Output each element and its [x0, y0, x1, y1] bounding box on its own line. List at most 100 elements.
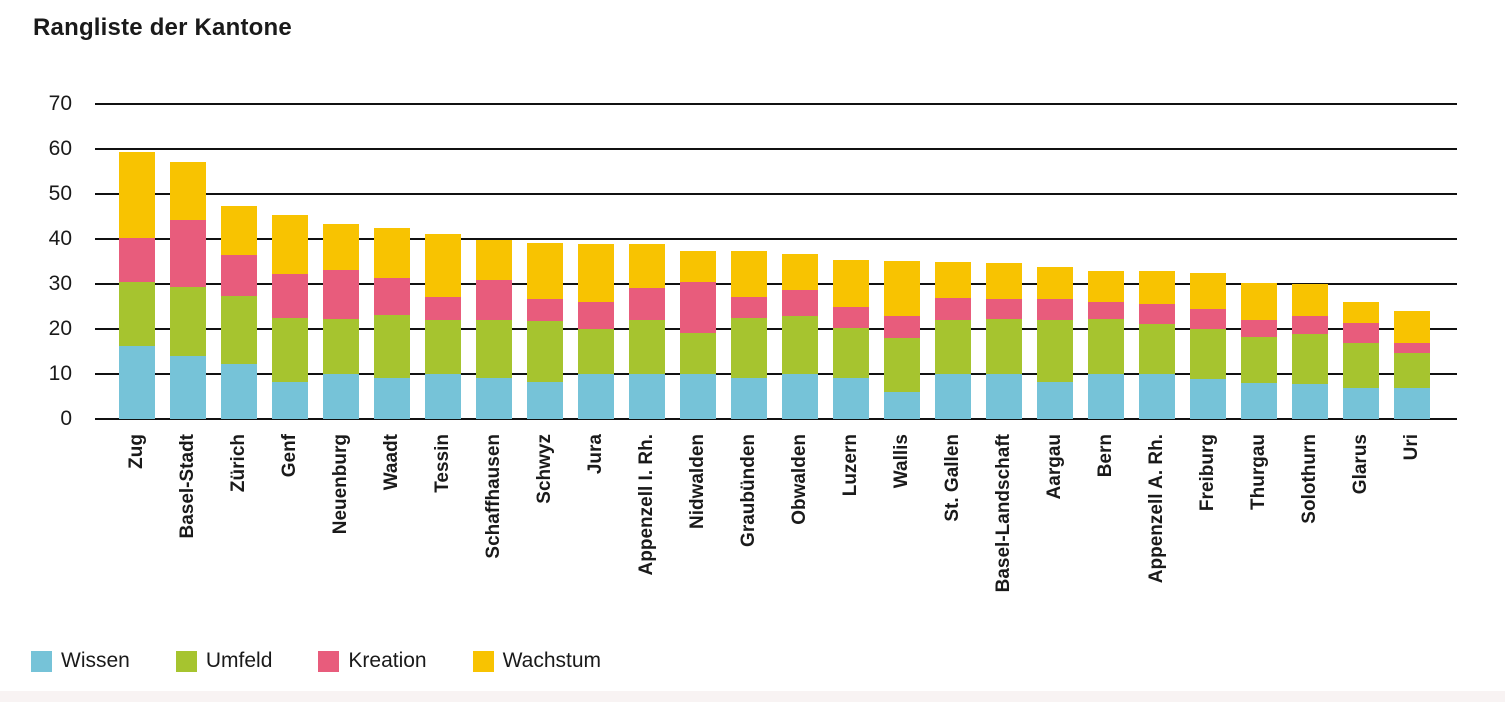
- bar-segment-wissen-Uri: [1394, 387, 1430, 419]
- bar-Bern: [1088, 270, 1124, 419]
- bar-segment-wachstum-Bern: [1088, 270, 1124, 302]
- x-axis-label-Genf: Genf: [279, 434, 300, 478]
- bar-segment-kreation-Bern: [1088, 301, 1124, 319]
- x-axis-label-Uri: Uri: [1401, 434, 1422, 461]
- bar-segment-wachstum-Basel-Stadt: [170, 161, 206, 220]
- bar-segment-wissen-Thurgau: [1241, 382, 1277, 419]
- bar-segment-wachstum-Solothurn: [1292, 284, 1328, 317]
- bar-Tessin: [425, 234, 461, 419]
- legend-label-kreation: Kreation: [348, 649, 427, 672]
- x-axis-label-Wallis: Wallis: [891, 434, 912, 489]
- x-axis-label-Freiburg: Freiburg: [1197, 434, 1218, 512]
- gridline-y-50: [95, 193, 1457, 195]
- bar-segment-wachstum-Waadt: [374, 228, 410, 279]
- bar-segment-wissen-Solothurn: [1292, 384, 1328, 419]
- bar-Luzern: [833, 259, 869, 419]
- bar-Aargau: [1037, 266, 1073, 419]
- bar-Uri: [1394, 310, 1430, 419]
- bar-segment-wachstum-Schwyz: [527, 242, 563, 299]
- bar-segment-umfeld-Uri: [1394, 352, 1430, 388]
- bar-segment-wachstum-Genf: [272, 215, 308, 274]
- bar-segment-wissen-Bern: [1088, 373, 1124, 419]
- legend-label-wachstum: Wachstum: [502, 649, 602, 672]
- bar-segment-wissen-Zug: [119, 345, 155, 419]
- legend-item-kreation: Kreation: [318, 649, 427, 673]
- x-axis-label-Zug: Zug: [126, 434, 147, 469]
- bar-segment-kreation-Freiburg: [1190, 308, 1226, 329]
- bar-segment-umfeld-Bern: [1088, 318, 1124, 374]
- bar-Zug: [119, 151, 155, 419]
- bar-segment-wissen-Neuenburg: [323, 374, 359, 419]
- wachstum-color-swatch: [472, 650, 494, 672]
- bar-segment-umfeld-Zürich: [221, 296, 257, 364]
- y-axis-tick-label-40: 40: [48, 227, 72, 250]
- x-axis-label-St. Gallen: St. Gallen: [942, 434, 963, 522]
- legend-item-umfeld: Umfeld: [175, 649, 272, 673]
- bar-Basel-Stadt: [170, 161, 206, 419]
- bar-segment-kreation-Solothurn: [1292, 316, 1328, 334]
- bar-segment-wachstum-Uri: [1394, 310, 1430, 343]
- bar-Glarus: [1343, 302, 1379, 419]
- legend-label-wissen: Wissen: [61, 649, 130, 672]
- x-axis-label-Graubünden: Graubünden: [738, 434, 759, 547]
- bar-segment-wachstum-Appenzell I. Rh.: [629, 243, 665, 289]
- bar-segment-wissen-Aargau: [1037, 382, 1073, 419]
- bar-segment-wissen-Appenzell I. Rh.: [629, 374, 665, 419]
- bar-segment-umfeld-Aargau: [1037, 320, 1073, 383]
- bar-segment-umfeld-Obwalden: [782, 315, 818, 374]
- x-axis-label-Glarus: Glarus: [1350, 434, 1371, 495]
- x-axis-label-Appenzell A. Rh.: Appenzell A. Rh.: [1146, 434, 1167, 584]
- y-axis-tick-label-50: 50: [48, 182, 72, 205]
- gridline-y-70: [95, 103, 1457, 105]
- bar-Thurgau: [1241, 282, 1277, 419]
- x-axis-label-Luzern: Luzern: [840, 434, 861, 497]
- bar-segment-wachstum-Neuenburg: [323, 224, 359, 271]
- bar-segment-umfeld-Basel-Stadt: [170, 287, 206, 356]
- bar-segment-wissen-Zürich: [221, 363, 257, 419]
- bar-Obwalden: [782, 253, 818, 419]
- y-axis-tick-label-60: 60: [48, 137, 72, 160]
- bar-Schaffhausen: [476, 240, 512, 419]
- bar-segment-wissen-Graubünden: [731, 378, 767, 419]
- bar-Nidwalden: [680, 250, 716, 419]
- x-axis-label-Appenzell I. Rh.: Appenzell I. Rh.: [636, 434, 657, 576]
- bar-segment-wissen-Obwalden: [782, 373, 818, 419]
- bar-segment-kreation-Tessin: [425, 297, 461, 320]
- bar-segment-wachstum-Thurgau: [1241, 282, 1277, 320]
- x-axis-label-Waadt: Waadt: [381, 434, 402, 491]
- bar-segment-umfeld-Basel-Landschaft: [986, 318, 1022, 374]
- bar-segment-umfeld-Neuenburg: [323, 319, 359, 375]
- bar-Basel-Landschaft: [986, 262, 1022, 419]
- bar-segment-wachstum-Zürich: [221, 206, 257, 256]
- bar-segment-umfeld-Schwyz: [527, 320, 563, 383]
- bar-segment-umfeld-Solothurn: [1292, 333, 1328, 385]
- bar-segment-kreation-Luzern: [833, 306, 869, 328]
- x-axis-label-Basel-Stadt: Basel-Stadt: [177, 434, 198, 539]
- bar-Graubünden: [731, 251, 767, 419]
- bar-segment-kreation-Obwalden: [782, 289, 818, 316]
- legend: Wissen Umfeld Kreation Wachstum: [31, 649, 601, 673]
- bar-segment-umfeld-Genf: [272, 318, 308, 383]
- bar-segment-kreation-Zürich: [221, 255, 257, 297]
- bar-segment-umfeld-Nidwalden: [680, 332, 716, 374]
- bar-segment-wachstum-Graubünden: [731, 251, 767, 298]
- bar-segment-umfeld-Freiburg: [1190, 328, 1226, 380]
- bar-segment-umfeld-Graubünden: [731, 318, 767, 379]
- bar-segment-wissen-Nidwalden: [680, 373, 716, 419]
- bar-segment-kreation-Neuenburg: [323, 270, 359, 320]
- x-axis-label-Thurgau: Thurgau: [1248, 434, 1269, 510]
- bar-segment-wachstum-Freiburg: [1190, 272, 1226, 309]
- bar-segment-kreation-Nidwalden: [680, 282, 716, 333]
- y-axis-tick-label-10: 10: [48, 362, 72, 385]
- bar-segment-wissen-Luzern: [833, 378, 869, 419]
- bar-Waadt: [374, 228, 410, 419]
- umfeld-color-swatch: [175, 650, 197, 672]
- bar-St. Gallen: [935, 262, 971, 419]
- x-axis-label-Neuenburg: Neuenburg: [330, 434, 351, 535]
- gridline-y-20: [95, 328, 1457, 330]
- gridline-y-30: [95, 283, 1457, 285]
- bar-segment-wissen-Basel-Stadt: [170, 355, 206, 419]
- bar-segment-kreation-Uri: [1394, 342, 1430, 353]
- bar-Schwyz: [527, 242, 563, 419]
